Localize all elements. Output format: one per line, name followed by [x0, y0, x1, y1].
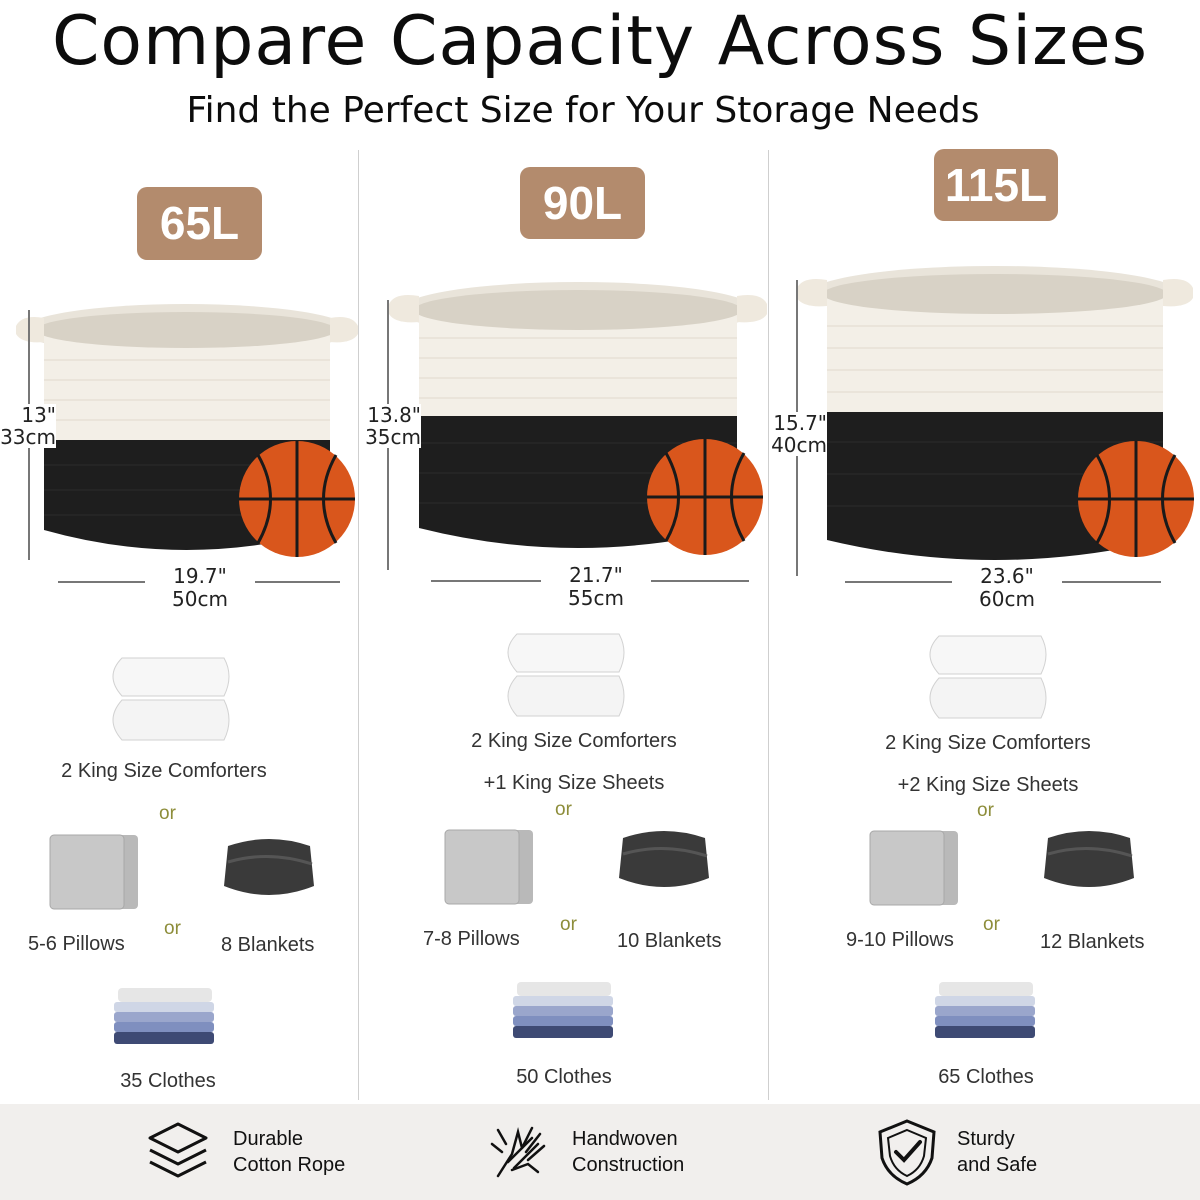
pillows-label: 7-8 Pillows — [423, 928, 520, 950]
height-inches: 13" — [0, 404, 56, 426]
capacity-badge: 115L — [934, 149, 1058, 221]
width-inches: 19.7" — [173, 564, 227, 588]
width-inches: 23.6" — [980, 564, 1034, 588]
pillows-label: 5-6 Pillows — [28, 933, 125, 955]
blanket-icon — [224, 839, 314, 895]
capacity-badge: 90L — [520, 167, 645, 239]
basketball-icon — [647, 439, 763, 555]
shield-check-icon — [878, 1119, 936, 1186]
or-label: or — [159, 803, 176, 824]
or-label: or — [164, 918, 181, 939]
height-inches: 15.7" — [769, 412, 827, 434]
height-label: 13.8" 35cm — [361, 404, 421, 448]
clothes-label: 50 Clothes — [516, 1066, 612, 1088]
clothes-stack-icon — [935, 982, 1035, 1038]
or-label: or — [555, 799, 572, 820]
width-cm: 60cm — [979, 587, 1035, 611]
size-column-115l: 115L 15.7" 40cm 23.6" 60cm — [769, 0, 1200, 1100]
width-label: 23.6" 60cm — [952, 565, 1062, 611]
feature-durable: Durable Cotton Rope — [233, 1126, 345, 1178]
height-inches: 13.8" — [361, 404, 421, 426]
size-column-65l: 65L 13" 33cm 19.7" 50cm — [0, 0, 358, 1100]
column-divider — [358, 150, 359, 1100]
blankets-label: 10 Blankets — [617, 930, 722, 952]
height-label: 13" 33cm — [0, 404, 56, 448]
features-bar: Durable Cotton Rope Handwoven Constructi… — [0, 1104, 1200, 1200]
page-subtitle: Find the Perfect Size for Your Storage N… — [186, 90, 980, 131]
sheets-label: +2 King Size Sheets — [897, 774, 1079, 796]
clothes-stack-icon — [513, 982, 613, 1038]
blanket-icon — [619, 831, 709, 887]
size-column-90l: 90L 13.8" 35cm 21.7" 55cm — [359, 0, 768, 1100]
clothes-stack-icon — [114, 988, 214, 1044]
feature-line1: Handwoven — [572, 1128, 678, 1150]
feature-handwoven: Handwoven Construction — [572, 1126, 684, 1178]
basketball-icon — [1078, 441, 1194, 557]
pillows-icon — [444, 829, 533, 905]
blankets-label: 8 Blankets — [221, 934, 315, 956]
sheets-label: +1 King Size Sheets — [483, 772, 665, 794]
column-divider — [768, 150, 769, 1100]
comforter-icon — [929, 635, 1047, 719]
feature-sturdy: Sturdy and Safe — [957, 1126, 1037, 1178]
page-title: Compare Capacity Across Sizes — [51, 2, 1149, 81]
width-inches: 21.7" — [569, 563, 623, 587]
blankets-label: 12 Blankets — [1040, 931, 1145, 953]
width-label: 19.7" 50cm — [145, 565, 255, 611]
feature-line2: Construction — [572, 1154, 685, 1176]
comforter-icon — [507, 633, 625, 717]
comforters-label: 2 King Size Comforters — [885, 732, 1091, 754]
hands-weaving-icon — [490, 1126, 546, 1178]
or-label: or — [560, 914, 577, 935]
clothes-label: 65 Clothes — [938, 1066, 1034, 1088]
width-label: 21.7" 55cm — [541, 564, 651, 610]
pillows-label: 9-10 Pillows — [846, 929, 954, 951]
feature-line1: Durable — [233, 1128, 304, 1150]
basketball-icon — [239, 441, 355, 557]
height-label: 15.7" 40cm — [769, 412, 827, 456]
layers-icon — [148, 1122, 208, 1178]
height-cm: 35cm — [361, 426, 421, 448]
or-label: or — [977, 800, 994, 821]
feature-line2: and Safe — [957, 1154, 1038, 1176]
comforter-icon — [112, 657, 230, 741]
width-cm: 55cm — [568, 586, 624, 610]
blanket-icon — [1044, 831, 1134, 887]
capacity-badge: 65L — [137, 187, 262, 260]
rope-basket-image — [797, 266, 1193, 560]
height-cm: 33cm — [0, 425, 56, 449]
clothes-label: 35 Clothes — [120, 1070, 216, 1092]
pillows-icon — [49, 834, 138, 910]
height-cm: 40cm — [769, 434, 827, 456]
feature-line2: Cotton Rope — [233, 1154, 346, 1176]
comforters-label: 2 King Size Comforters — [61, 760, 267, 782]
width-cm: 50cm — [172, 587, 228, 611]
pillows-icon — [869, 830, 958, 906]
rope-basket-image — [389, 282, 767, 548]
comforters-label: 2 King Size Comforters — [471, 730, 677, 752]
or-label: or — [983, 914, 1000, 935]
feature-line1: Sturdy — [957, 1128, 1015, 1150]
